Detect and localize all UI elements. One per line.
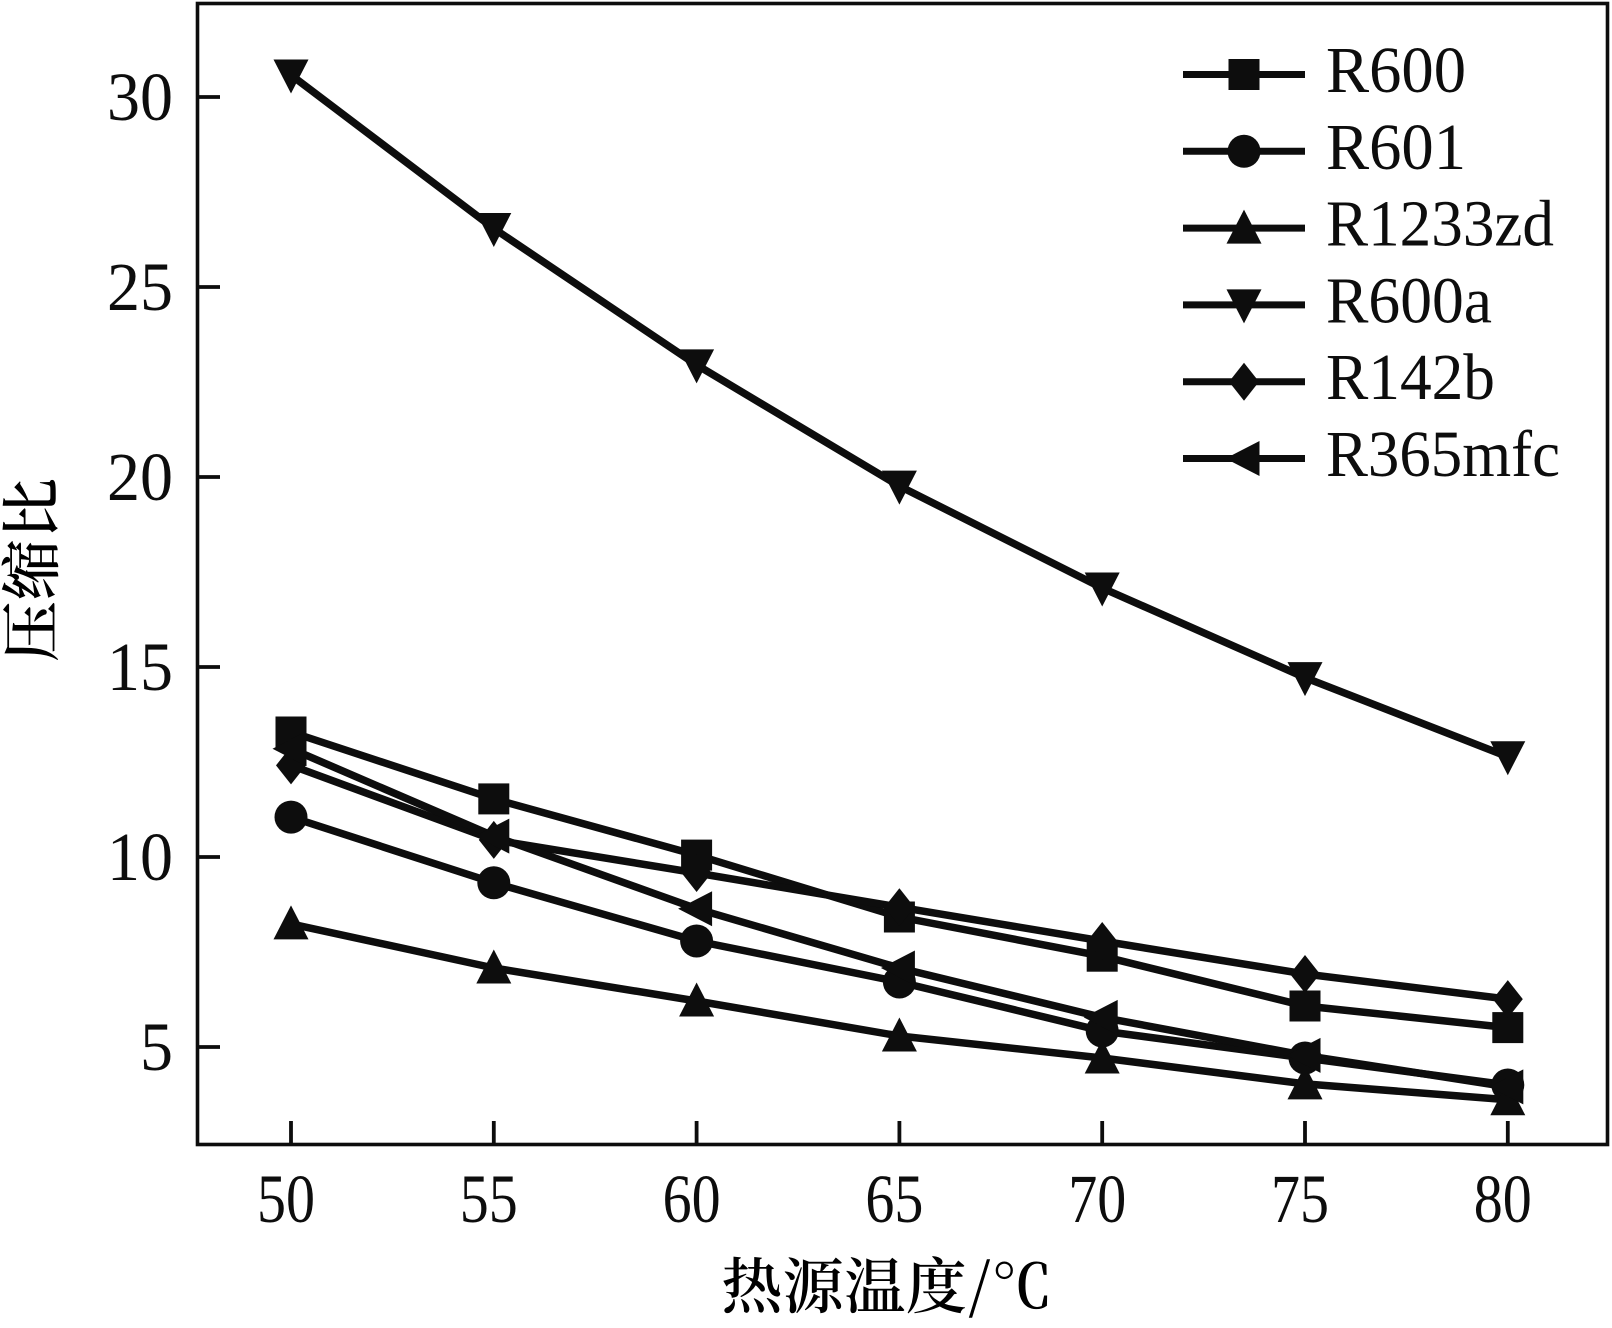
svg-text:60: 60 [663, 1161, 721, 1237]
svg-text:80: 80 [1474, 1161, 1532, 1237]
svg-text:R1233zd: R1233zd [1326, 188, 1554, 261]
svg-text:15: 15 [107, 629, 173, 705]
svg-text:25: 25 [107, 249, 173, 325]
svg-text:75: 75 [1271, 1161, 1329, 1237]
svg-text:55: 55 [460, 1161, 518, 1237]
svg-text:65: 65 [865, 1161, 923, 1237]
svg-text:20: 20 [107, 439, 173, 515]
svg-text:10: 10 [107, 819, 173, 895]
svg-text:70: 70 [1068, 1161, 1126, 1237]
svg-text:R600a: R600a [1326, 264, 1492, 337]
svg-text:50: 50 [257, 1161, 315, 1237]
svg-text:R365mfc: R365mfc [1326, 418, 1560, 491]
svg-text:5: 5 [140, 1009, 173, 1085]
svg-text:30: 30 [107, 59, 173, 135]
svg-text:R142b: R142b [1326, 341, 1495, 414]
svg-text:R600: R600 [1326, 34, 1466, 107]
svg-text:R601: R601 [1326, 111, 1466, 184]
